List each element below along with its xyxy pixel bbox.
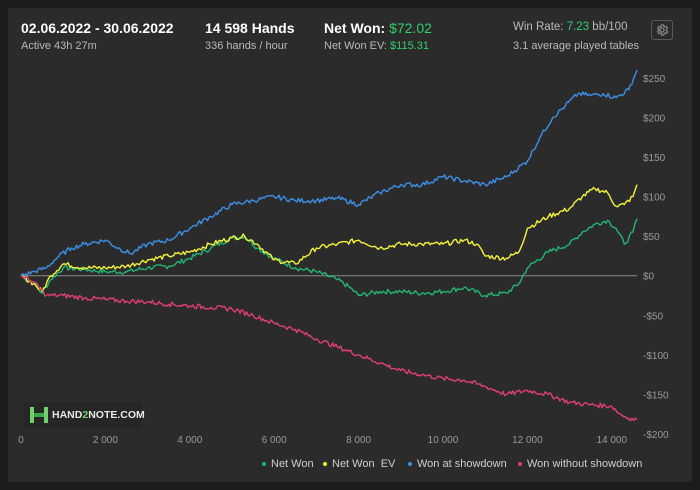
y-tick-label: -$100 [643, 351, 669, 362]
gear-icon [656, 24, 669, 36]
legend-marker-net-won-ev [323, 462, 327, 467]
series-line-won-without-showdown [20, 275, 638, 422]
y-tick-label: $50 [643, 232, 660, 243]
hands-count: 14 598 Hands [205, 20, 295, 36]
hand2note-logo: HAND2NOTE.COM [24, 402, 145, 428]
series-line-net-won-ev [20, 184, 638, 293]
legend-marker-non-showdown [518, 462, 522, 467]
legend-item-net-won-ev[interactable]: Net Won EV [323, 458, 395, 470]
y-tick-label: $250 [643, 74, 666, 85]
x-tick-label: 6 000 [262, 435, 287, 446]
x-tick-label: 12 000 [512, 435, 543, 446]
x-tick-label: 14 000 [596, 435, 627, 446]
legend-item-net-won[interactable]: Net Won [262, 458, 314, 470]
win-rate-label: Win Rate: [513, 21, 564, 33]
legend-item-showdown[interactable]: Won at showdown [408, 458, 507, 470]
series-line-won-at-showdown [20, 69, 638, 277]
hands-per-hour: 336 hands / hour [205, 40, 288, 52]
net-won: Net Won: $72.02 [324, 20, 432, 36]
settings-button[interactable] [651, 20, 673, 40]
legend-marker-net-won [262, 462, 266, 467]
legend-item-non-showdown[interactable]: Won without showdown [518, 458, 642, 470]
legend-marker-showdown [408, 462, 412, 467]
y-tick-label: -$50 [643, 311, 663, 322]
series-line-net-won [20, 218, 638, 298]
net-won-value: $72.02 [389, 20, 432, 36]
x-tick-label: 0 [18, 435, 24, 446]
legend-label: Net Won EV [332, 458, 396, 470]
y-tick-label: $150 [643, 153, 666, 164]
win-rate-value: 7.23 [566, 21, 590, 33]
win-rate-unit: bb/100 [592, 21, 628, 33]
net-won-ev-value: $115.31 [390, 40, 429, 52]
x-tick-label: 4 000 [177, 435, 202, 446]
hand2note-logo-icon [30, 407, 48, 423]
hand2note-logo-text: HAND2NOTE.COM [52, 409, 145, 421]
y-tick-label: $200 [643, 113, 666, 124]
legend-label: Net Won [271, 458, 314, 470]
win-rate: Win Rate: 7.23 bb/100 [513, 21, 627, 33]
y-tick-label: $0 [643, 272, 655, 283]
date-range: 02.06.2022 - 30.06.2022 [21, 20, 174, 36]
x-tick-label: 2 000 [93, 435, 118, 446]
net-won-ev: Net Won EV: $115.31 [324, 40, 429, 52]
net-won-label: Net Won: [324, 20, 386, 36]
x-tick-label: 8 000 [346, 435, 371, 446]
y-tick-label: $100 [643, 193, 666, 204]
avg-tables: 3.1 average played tables [513, 40, 639, 52]
y-tick-label: -$200 [643, 430, 669, 441]
legend-label: Won without showdown [527, 458, 643, 470]
x-tick-label: 10 000 [428, 435, 459, 446]
y-tick-label: -$150 [643, 390, 669, 401]
active-time: Active 43h 27m [21, 40, 97, 52]
net-won-ev-label: Net Won EV: [324, 40, 387, 52]
legend-label: Won at showdown [417, 458, 507, 470]
